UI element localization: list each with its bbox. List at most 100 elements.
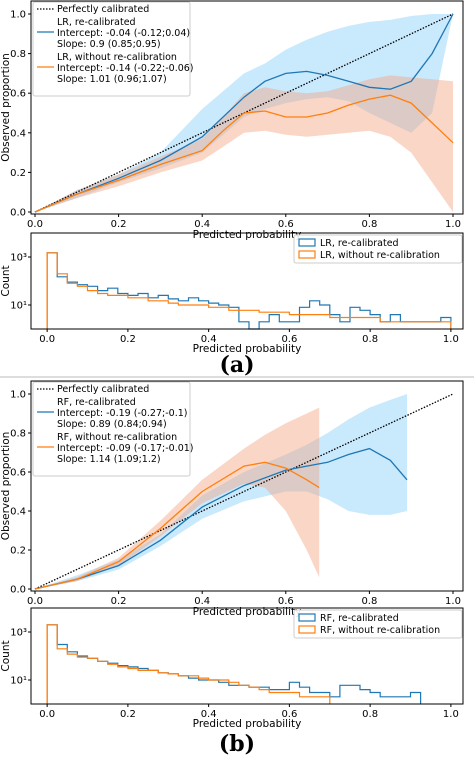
legend-detail: Intercept: -0.04 (-0.12;0.04): [57, 28, 190, 39]
x-tick-label: 0.2: [111, 219, 127, 230]
plot-frame: [30, 607, 464, 705]
y-tick-label: 0.6: [10, 89, 26, 100]
x-tick-label: 0.6: [281, 334, 297, 345]
x-tick-label: 0.0: [39, 709, 55, 720]
histogram-series-1: [46, 252, 452, 329]
legend-label: RF, re-calibrated: [320, 613, 399, 624]
y-tick-label: 1.0: [10, 390, 26, 401]
x-tick-label: 0.0: [27, 596, 43, 607]
x-tick-label: 0.4: [201, 334, 217, 345]
x-tick-label: 0.4: [194, 596, 210, 607]
plot-frame: [30, 0, 464, 215]
y-axis-label: Count: [0, 265, 12, 296]
series-line-1: [34, 94, 454, 213]
legend-label: RF, without re-calibration: [320, 625, 440, 636]
x-axis-label: Predicted probability: [193, 343, 302, 355]
calibration-plot-a: 0.0 0.2 0.4 0.6 0.8 1.0 0.0 0.2 0.4 0.6 0.8 1.0 Pred…: [0, 0, 464, 241]
x-tick-label: 1.0: [445, 219, 461, 230]
y-tick-label: 10³: [10, 253, 27, 264]
plot-frame: [30, 380, 464, 592]
plot-frame: [30, 232, 464, 330]
x-tick-label: 0.6: [278, 596, 294, 607]
x-tick-label: 0.8: [361, 219, 377, 230]
x-axis-label: Predicted probability: [193, 606, 302, 618]
y-tick-label: 10¹: [10, 676, 27, 687]
x-tick-label: 0.2: [120, 709, 136, 720]
series-line-0: [34, 13, 454, 213]
legend-label: LR, without re-calibration: [57, 52, 177, 63]
legend-detail: Intercept: -0.19 (-0.27;-0.1): [57, 408, 187, 419]
histogram-b: 0.0 0.2 0.4 0.6 0.8 1.0 10¹ 10³ Predicted probab…: [0, 607, 464, 730]
y-tick-label: 0.0: [10, 585, 26, 596]
legend-detail: Slope: 1.01 (0.96;1.07): [57, 74, 167, 85]
confidence-band-1: [35, 75, 453, 213]
x-tick-label: 0.6: [278, 219, 294, 230]
y-tick-label: 0.6: [10, 468, 26, 479]
calibration-plot-b: 0.0 0.2 0.4 0.6 0.8 1.0 0.0 0.2 0.4 0.6 0.8 1.0 Pred…: [0, 380, 464, 618]
legend-label: Perfectly calibrated: [57, 384, 149, 395]
x-tick-label: 1.0: [443, 709, 459, 720]
legend-detail: Intercept: -0.09 (-0.17;-0.01): [57, 443, 194, 454]
y-axis-label: Observed proportion: [0, 53, 12, 162]
perfect-calibration-line: [34, 393, 454, 590]
panel-label-b: (b): [219, 731, 255, 757]
legend-box: [32, 1, 191, 97]
legend-swatch-0: [298, 613, 316, 622]
histogram-series-1: [46, 624, 331, 704]
legend-detail: Intercept: -0.14 (-0.22;-0.06): [57, 63, 194, 74]
y-axis-label: Count: [0, 640, 12, 671]
legend-label: LR, re-calibrated: [57, 17, 136, 28]
series-line-1: [34, 461, 320, 590]
y-tick-label: 1.0: [10, 10, 26, 21]
legend-detail: Slope: 1.14 (1.09;1.2): [57, 454, 161, 465]
legend-label: RF, re-calibrated: [57, 397, 136, 408]
y-axis-label: Observed proportion: [0, 432, 12, 541]
legend-label: LR, re-calibrated: [320, 238, 399, 249]
y-tick-label: 10³: [10, 628, 27, 639]
y-tick-label: 0.4: [10, 128, 26, 139]
legend-box: [32, 381, 191, 477]
y-tick-label: 0.8: [10, 429, 26, 440]
histogram-series-0: [46, 252, 452, 330]
y-tick-label: 0.2: [10, 546, 26, 557]
y-tick-label: 0.8: [10, 49, 26, 60]
legend-swatch-0: [298, 238, 316, 247]
x-tick-label: 0.6: [281, 709, 297, 720]
y-tick-label: 10¹: [10, 301, 27, 312]
x-tick-label: 0.4: [201, 709, 217, 720]
legend-swatch-1: [298, 250, 316, 259]
legend-swatch-1: [298, 625, 316, 634]
x-tick-label: 0.8: [362, 334, 378, 345]
x-axis-label: Predicted probability: [193, 718, 302, 730]
x-tick-label: 0.0: [39, 334, 55, 345]
x-tick-label: 0.4: [194, 219, 210, 230]
x-tick-label: 0.8: [361, 596, 377, 607]
x-tick-label: 1.0: [445, 596, 461, 607]
histogram-a: 0.0 0.2 0.4 0.6 0.8 1.0 10¹ 10³ Predicted probab…: [0, 232, 464, 355]
x-tick-label: 1.0: [443, 334, 459, 345]
series-line-0: [34, 447, 408, 590]
legend-box: [293, 609, 463, 639]
x-tick-label: 0.2: [120, 334, 136, 345]
confidence-band-0: [35, 394, 407, 589]
panel-label-a: (a): [219, 352, 254, 378]
legend-detail: Slope: 0.89 (0.84;0.94): [57, 419, 167, 430]
legend-label: Perfectly calibrated: [57, 4, 149, 15]
y-tick-label: 0.4: [10, 507, 26, 518]
confidence-band-1: [35, 407, 320, 589]
legend-box: [293, 234, 463, 264]
x-tick-label: 0.8: [362, 709, 378, 720]
legend-label: LR, without re-calibration: [320, 250, 440, 261]
legend-detail: Slope: 0.9 (0.85;0.95): [57, 39, 161, 50]
x-axis-label: Predicted probability: [193, 229, 302, 241]
legend-label: RF, without re-calibration: [57, 432, 177, 443]
y-tick-label: 0.2: [10, 168, 26, 179]
x-tick-label: 0.0: [27, 219, 43, 230]
y-tick-label: 0.0: [10, 208, 26, 219]
x-tick-label: 0.2: [111, 596, 127, 607]
